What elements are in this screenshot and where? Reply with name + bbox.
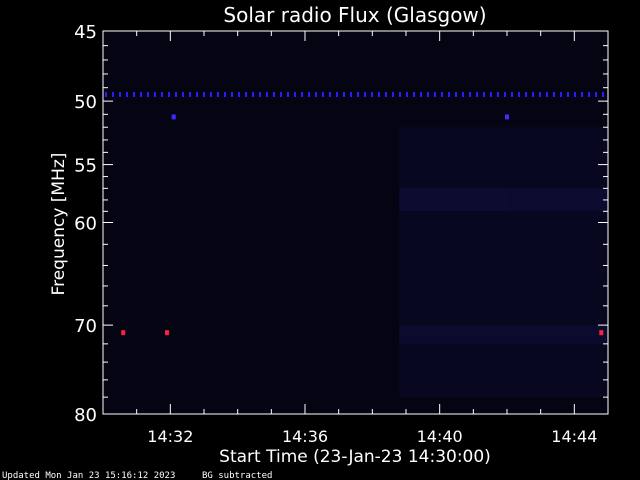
tick-marks bbox=[103, 30, 608, 415]
spike-marker bbox=[599, 330, 604, 336]
x-tick-label: 14:44 bbox=[551, 427, 597, 446]
y-axis-label: Frequency [MHz] bbox=[49, 153, 69, 296]
intensity-region bbox=[399, 188, 507, 212]
tick-labels: 45 50 55 60 70 80 14:32 14:36 14:40 14:44 bbox=[74, 22, 597, 446]
intensity-region bbox=[399, 127, 608, 398]
spike-marker bbox=[505, 114, 509, 120]
chart-title: Solar radio Flux (Glasgow) bbox=[223, 3, 486, 27]
footer-note: BG subtracted bbox=[202, 471, 272, 480]
spike-marker bbox=[171, 114, 176, 120]
y-tick-label: 70 bbox=[74, 316, 97, 337]
y-tick-label: 60 bbox=[74, 214, 97, 235]
y-tick-label: 50 bbox=[74, 92, 97, 113]
x-axis-label: Start Time (23-Jan-23 14:30:00) bbox=[219, 447, 491, 467]
intensity-region bbox=[399, 325, 608, 344]
x-tick-label: 14:40 bbox=[417, 427, 463, 446]
spike-marker bbox=[121, 330, 126, 336]
spectrogram-heatmap bbox=[103, 31, 608, 414]
spike-marker bbox=[164, 330, 169, 336]
y-tick-label: 45 bbox=[74, 22, 97, 43]
footer-updated: Updated Mon Jan 23 15:16:12 2023 bbox=[2, 471, 175, 480]
spike-markers bbox=[121, 114, 604, 336]
x-tick-label: 14:36 bbox=[282, 427, 328, 446]
intensity-region bbox=[507, 188, 608, 212]
y-tick-label: 55 bbox=[74, 156, 97, 177]
x-tick-label: 14:32 bbox=[147, 427, 193, 446]
y-tick-label: 80 bbox=[74, 405, 97, 426]
